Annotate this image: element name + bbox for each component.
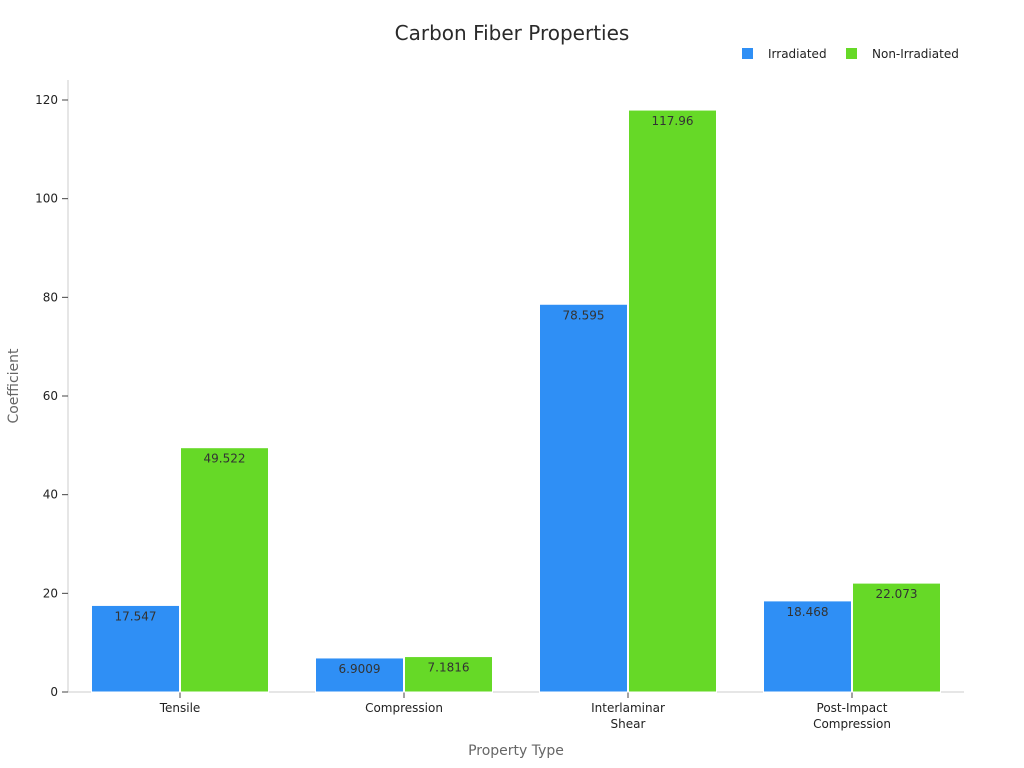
bar-irradiated: [539, 303, 628, 693]
bar-value-label: 78.595: [563, 308, 605, 322]
bar-irradiated: [763, 600, 852, 693]
y-tick-label: 100: [35, 192, 58, 206]
bar-non-irradiated: [628, 109, 717, 693]
bar-value-label: 49.522: [204, 452, 246, 466]
x-tick-label: Compression: [365, 701, 443, 715]
bar-non-irradiated: [852, 582, 941, 693]
bar-labels: 17.547 49.522 6.9009 7.1816 78.595 117.96 18.4…: [115, 114, 918, 676]
chart-title: Carbon Fiber Properties: [395, 21, 630, 45]
y-tick-label: 20: [43, 586, 58, 600]
bars: [91, 109, 941, 693]
bar-value-label: 18.468: [787, 605, 829, 619]
x-tick-label: Compression: [813, 717, 891, 731]
bar-non-irradiated: [404, 656, 493, 693]
y-tick-label: 120: [35, 93, 58, 107]
x-tick-label: Interlaminar: [591, 701, 665, 715]
x-tick-label: Post-Impact: [817, 701, 888, 715]
x-axis: Tensile Compression Interlaminar Shear Post-…: [68, 691, 964, 731]
y-axis: 0 20 40 60 80 100 120: [35, 80, 69, 699]
y-tick-label: 0: [50, 685, 58, 699]
bar-value-label: 7.1816: [428, 661, 470, 675]
bar-non-irradiated: [180, 447, 269, 693]
bar-irradiated: [91, 604, 180, 693]
y-axis-title: Coefficient: [6, 348, 22, 424]
y-tick-label: 60: [43, 389, 58, 403]
legend-label-irradiated: Irradiated: [768, 47, 827, 61]
bar-value-label: 17.547: [115, 609, 157, 623]
x-tick-label: Tensile: [159, 701, 201, 715]
x-ticks: Tensile Compression Interlaminar Shear Post-…: [159, 692, 891, 731]
bar-value-label: 22.073: [876, 587, 918, 601]
x-tick-label: Shear: [611, 717, 646, 731]
legend-label-non-irradiated: Non-Irradiated: [872, 47, 959, 61]
y-tick-label: 80: [43, 290, 58, 304]
y-ticks: 0 20 40 60 80 100 120: [35, 93, 68, 699]
y-tick-label: 40: [43, 488, 58, 502]
legend: Irradiated Non-Irradiated: [742, 47, 959, 61]
bar-value-label: 117.96: [652, 114, 694, 128]
bar-irradiated: [315, 657, 404, 693]
legend-swatch-non-irradiated: [846, 48, 857, 59]
x-axis-title: Property Type: [468, 743, 564, 759]
legend-swatch-irradiated: [742, 48, 753, 59]
bar-value-label: 6.9009: [339, 662, 381, 676]
